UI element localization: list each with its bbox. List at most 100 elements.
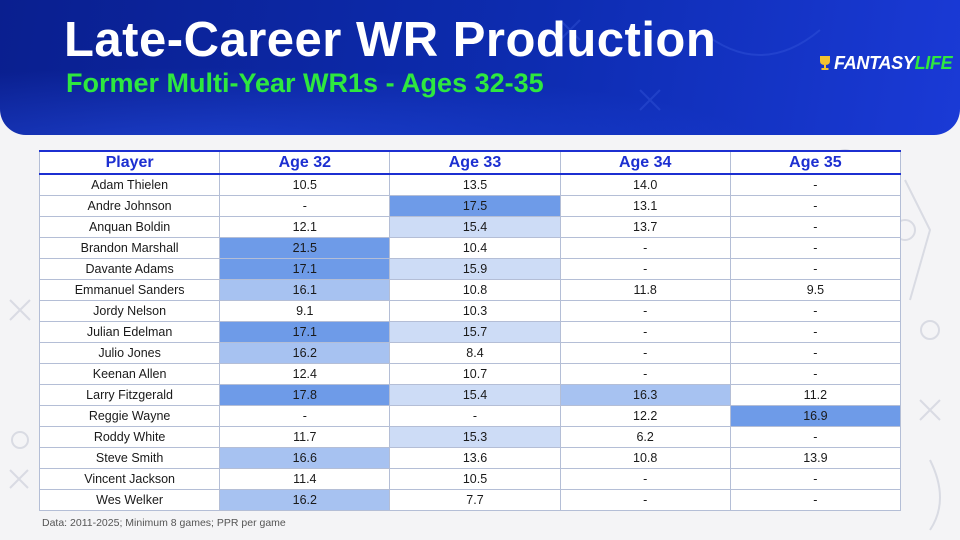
- ppr-value-cell: 12.1: [219, 216, 391, 238]
- ppr-value-cell: 16.6: [219, 447, 391, 469]
- ppr-value-cell: 17.5: [389, 195, 561, 217]
- ppr-value-cell: -: [559, 300, 731, 322]
- player-name-cell: Davante Adams: [38, 258, 221, 280]
- production-table: Player Age 32 Age 33 Age 34 Age 35 Adam Thie…: [38, 150, 902, 511]
- column-header: Age 33: [389, 150, 561, 175]
- ppr-value-cell: 16.2: [219, 342, 391, 364]
- ppr-value-cell: -: [729, 426, 902, 448]
- ppr-value-cell: 11.2: [729, 384, 902, 406]
- trophy-icon: [820, 56, 830, 70]
- ppr-value-cell: 16.3: [559, 384, 731, 406]
- table-row: Keenan Allen 12.4 10.7- -: [38, 363, 902, 385]
- ppr-value-cell: 10.4: [389, 237, 561, 259]
- ppr-value-cell: 13.7: [559, 216, 731, 238]
- column-header: Age 35: [729, 150, 902, 175]
- ppr-value-cell: 11.4: [219, 468, 391, 490]
- page-title: Late-Career WR Production: [64, 13, 717, 67]
- player-name-cell: Julian Edelman: [38, 321, 221, 343]
- ppr-value-cell: -: [729, 342, 902, 364]
- ppr-value-cell: 17.1: [219, 258, 391, 280]
- ppr-value-cell: 10.5: [219, 173, 391, 196]
- player-name-cell: Jordy Nelson: [38, 300, 221, 322]
- player-name-cell: Vincent Jackson: [38, 468, 221, 490]
- ppr-value-cell: -: [729, 195, 902, 217]
- ppr-value-cell: 10.5: [389, 468, 561, 490]
- fantasy-life-logo: FANTASY LIFE: [818, 50, 953, 76]
- player-name-cell: Wes Welker: [38, 489, 221, 511]
- ppr-value-cell: 13.9: [729, 447, 902, 469]
- table-row: Roddy White 11.7 15.3 6.2-: [38, 426, 902, 448]
- ppr-value-cell: 11.7: [219, 426, 391, 448]
- ppr-value-cell: 15.4: [389, 216, 561, 238]
- ppr-value-cell: 13.1: [559, 195, 731, 217]
- ppr-value-cell: 12.4: [219, 363, 391, 385]
- ppr-value-cell: -: [729, 468, 902, 490]
- player-name-cell: Larry Fitzgerald: [38, 384, 221, 406]
- ppr-value-cell: 9.1: [219, 300, 391, 322]
- logo-text-life: LIFE: [914, 52, 953, 73]
- page-subtitle: Former Multi-Year WR1s - Ages 32-35: [66, 68, 544, 98]
- ppr-value-cell: 21.5: [219, 237, 391, 259]
- player-name-cell: Keenan Allen: [38, 363, 221, 385]
- ppr-value-cell: -: [729, 173, 902, 196]
- table-header-row: Player Age 32 Age 33 Age 34 Age 35: [38, 150, 902, 175]
- table-row: Davante Adams 17.1 15.9- -: [38, 258, 902, 280]
- ppr-value-cell: 6.2: [559, 426, 731, 448]
- ppr-value-cell: 9.5: [729, 279, 902, 301]
- ppr-value-cell: -: [389, 405, 561, 427]
- ppr-value-cell: 12.2: [559, 405, 731, 427]
- table-row: Adam Thielen 10.5 13.5 14.0-: [38, 173, 902, 196]
- ppr-value-cell: 11.8: [559, 279, 731, 301]
- ppr-value-cell: -: [559, 489, 731, 511]
- table-row: Brandon Marshall 21.5 10.4- -: [38, 237, 902, 259]
- player-name-cell: Emmanuel Sanders: [38, 279, 221, 301]
- player-name-cell: Andre Johnson: [38, 195, 221, 217]
- ppr-value-cell: -: [729, 363, 902, 385]
- ppr-value-cell: -: [729, 321, 902, 343]
- ppr-value-cell: 16.9: [729, 405, 902, 427]
- table-row: Jordy Nelson 9.1 10.3- -: [38, 300, 902, 322]
- ppr-value-cell: -: [729, 237, 902, 259]
- player-name-cell: Reggie Wayne: [38, 405, 221, 427]
- table-row: Anquan Boldin 12.1 15.4 13.7-: [38, 216, 902, 238]
- ppr-value-cell: 10.3: [389, 300, 561, 322]
- ppr-value-cell: 16.2: [219, 489, 391, 511]
- table-row: Andre Johnson -17.5 13.1-: [38, 195, 902, 217]
- ppr-value-cell: 10.8: [389, 279, 561, 301]
- table-row: Vincent Jackson 11.4 10.5- -: [38, 468, 902, 490]
- ppr-value-cell: -: [559, 363, 731, 385]
- player-name-cell: Julio Jones: [38, 342, 221, 364]
- table-row: Steve Smith 16.6 13.6 10.8 13.9: [38, 447, 902, 469]
- player-name-cell: Roddy White: [38, 426, 221, 448]
- ppr-value-cell: 10.7: [389, 363, 561, 385]
- player-name-cell: Adam Thielen: [38, 173, 221, 196]
- ppr-value-cell: -: [559, 342, 731, 364]
- ppr-value-cell: 15.4: [389, 384, 561, 406]
- ppr-value-cell: -: [559, 468, 731, 490]
- ppr-value-cell: 15.7: [389, 321, 561, 343]
- ppr-value-cell: 14.0: [559, 173, 731, 196]
- ppr-value-cell: -: [559, 237, 731, 259]
- ppr-value-cell: -: [729, 489, 902, 511]
- ppr-value-cell: 16.1: [219, 279, 391, 301]
- ppr-value-cell: 8.4: [389, 342, 561, 364]
- ppr-value-cell: -: [559, 258, 731, 280]
- table-body: Adam Thielen 10.5 13.5 14.0- Andre Johnson -1…: [38, 173, 902, 511]
- title-banner: Late-Career WR Production Former Multi-Y…: [0, 0, 960, 135]
- table-row: Larry Fitzgerald 17.8 15.4 16.3 11.2: [38, 384, 902, 406]
- ppr-value-cell: 13.5: [389, 173, 561, 196]
- ppr-value-cell: -: [219, 195, 391, 217]
- logo-text-fantasy: FANTASY: [834, 52, 915, 73]
- table-row: Julio Jones 16.2 8.4- -: [38, 342, 902, 364]
- ppr-value-cell: 10.8: [559, 447, 731, 469]
- player-name-cell: Brandon Marshall: [38, 237, 221, 259]
- ppr-value-cell: -: [219, 405, 391, 427]
- ppr-value-cell: 13.6: [389, 447, 561, 469]
- column-header: Age 32: [219, 150, 391, 175]
- column-header: Age 34: [559, 150, 731, 175]
- ppr-value-cell: -: [729, 216, 902, 238]
- player-name-cell: Steve Smith: [38, 447, 221, 469]
- ppr-value-cell: -: [729, 258, 902, 280]
- player-name-cell: Anquan Boldin: [38, 216, 221, 238]
- table-row: Wes Welker 16.2 7.7- -: [38, 489, 902, 511]
